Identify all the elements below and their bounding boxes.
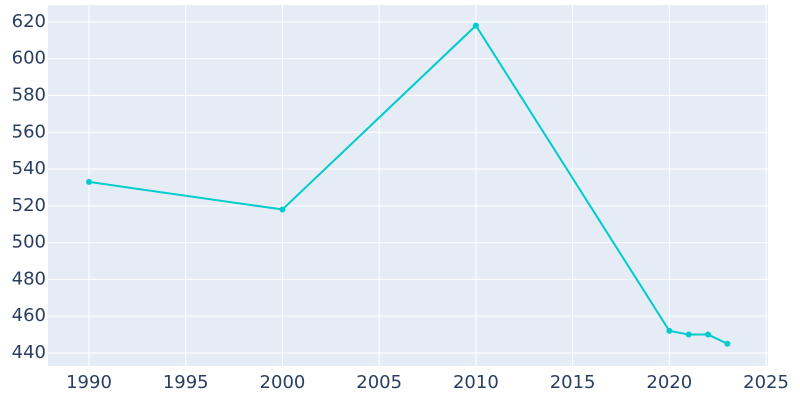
y-tick-label: 460 [12, 305, 46, 326]
point [705, 331, 712, 338]
y-tick-label: 540 [12, 158, 46, 179]
x-tick-label: 1990 [66, 372, 112, 393]
point [666, 327, 673, 334]
x-tick-label: 2010 [453, 372, 499, 393]
x-tick-label: 2025 [743, 372, 789, 393]
x-tick-label: 2000 [260, 372, 306, 393]
y-tick-label: 500 [12, 232, 46, 253]
y-tick-label: 620 [12, 11, 46, 32]
x-tick-label: 2020 [646, 372, 692, 393]
point [279, 206, 286, 213]
y-tick-label: 580 [12, 84, 46, 105]
y-tick-label: 520 [12, 195, 46, 216]
y-tick-label: 440 [12, 342, 46, 363]
point [685, 331, 692, 338]
point [86, 178, 93, 185]
point [472, 22, 479, 29]
x-tick-label: 2005 [356, 372, 402, 393]
y-tick-label: 600 [12, 48, 46, 69]
x-tick-label: 1995 [163, 372, 209, 393]
point [724, 340, 731, 347]
plot-area [48, 5, 768, 366]
y-tick-label: 560 [12, 121, 46, 142]
y-tick-label: 480 [12, 268, 46, 289]
x-tick-label: 2015 [550, 372, 596, 393]
